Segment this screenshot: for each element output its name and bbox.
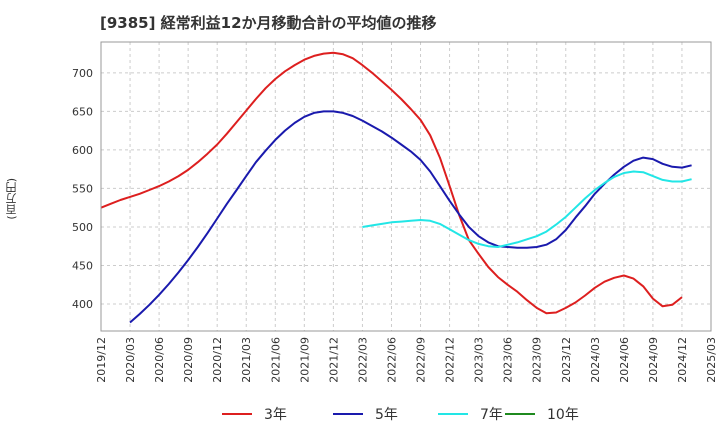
x-tick-label: 2020/03 bbox=[124, 337, 137, 383]
x-tick-label: 2023/12 bbox=[560, 337, 573, 383]
grid-lines bbox=[100, 42, 712, 331]
y-tick-label: 450 bbox=[72, 259, 93, 272]
x-tick-label: 2022/03 bbox=[356, 337, 369, 383]
y-tick-label: 500 bbox=[72, 221, 93, 234]
series-lines bbox=[100, 51, 692, 324]
x-tick-label: 2020/09 bbox=[182, 337, 195, 383]
x-tick-label: 2023/09 bbox=[531, 337, 544, 383]
plot-border bbox=[100, 41, 712, 332]
x-tick-label: 2020/12 bbox=[211, 337, 224, 383]
x-tick-label: 2019/12 bbox=[95, 337, 108, 383]
x-tick-label: 2022/12 bbox=[444, 337, 457, 383]
series-line-0 bbox=[100, 51, 683, 315]
legend-label-3: 10年 bbox=[547, 407, 579, 423]
x-tick-label: 2024/06 bbox=[618, 337, 631, 383]
legend-label-0: 3年 bbox=[264, 407, 287, 423]
legend-label-2: 7年 bbox=[480, 407, 503, 423]
x-tick-label: 2020/06 bbox=[153, 337, 166, 383]
x-tick-label: 2025/03 bbox=[705, 337, 718, 383]
x-tick-label: 2023/03 bbox=[473, 337, 486, 383]
x-tick-label: 2021/03 bbox=[240, 337, 253, 383]
y-tick-label: 650 bbox=[72, 105, 93, 118]
chart-title: [9385] 経常利益12か月移動合計の平均値の推移 bbox=[100, 14, 437, 32]
y-tick-label: 550 bbox=[72, 182, 93, 195]
x-tick-label: 2023/06 bbox=[502, 337, 515, 383]
y-tick-label: 400 bbox=[72, 298, 93, 311]
x-tick-label: 2021/12 bbox=[327, 337, 340, 383]
x-tick-label: 2024/03 bbox=[589, 337, 602, 383]
legend-label-1: 5年 bbox=[375, 407, 398, 423]
x-tick-label: 2022/06 bbox=[385, 337, 398, 383]
x-tick-label: 2021/06 bbox=[269, 337, 282, 383]
y-axis-ticks: 400 450 500 550 600 650 700 bbox=[72, 67, 93, 311]
x-tick-label: 2021/09 bbox=[298, 337, 311, 383]
x-axis-ticks: 2019/12 2020/03 2020/06 2020/09 2020/12 2021/… bbox=[95, 337, 718, 383]
x-tick-label: 2024/09 bbox=[647, 337, 660, 383]
legend: 3年 5年 7年 10年 bbox=[222, 407, 579, 423]
series-line-1 bbox=[129, 110, 692, 324]
y-tick-label: 600 bbox=[72, 144, 93, 157]
series-line-2 bbox=[362, 170, 692, 248]
x-tick-label: 2022/09 bbox=[415, 337, 428, 383]
x-tick-label: 2024/12 bbox=[676, 337, 689, 383]
y-tick-label: 700 bbox=[72, 67, 93, 80]
